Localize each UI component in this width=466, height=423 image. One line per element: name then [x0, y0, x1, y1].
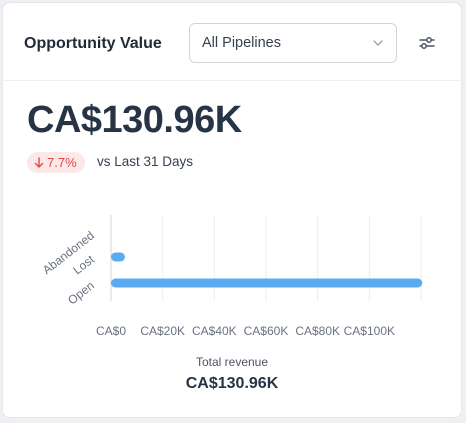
- chart-bars: [111, 252, 423, 288]
- pipeline-select[interactable]: All Pipelines: [189, 23, 397, 63]
- bar-lost: [111, 252, 125, 262]
- chevron-down-icon: [373, 40, 383, 46]
- x-tick-label: CA$80K: [295, 324, 340, 338]
- arrow-down-icon: [34, 156, 44, 168]
- chart-x-ticks: CA$0 CA$20K CA$40K CA$60K CA$80K CA$100K: [96, 324, 395, 338]
- sliders-icon[interactable]: [417, 33, 437, 53]
- card-title: Opportunity Value: [24, 35, 162, 52]
- x-tick-label: CA$40K: [192, 324, 237, 338]
- pipeline-select-value: All Pipelines: [202, 35, 281, 51]
- x-tick-label: CA$60K: [244, 324, 289, 338]
- opportunity-total-value: CA$130.96K: [27, 99, 242, 141]
- category-label-open: Open: [65, 278, 97, 307]
- x-tick-label: CA$0: [96, 324, 126, 338]
- x-tick-label: CA$100K: [344, 324, 395, 338]
- card-header: Opportunity Value All Pipelines: [3, 3, 461, 81]
- opportunity-value-card: Opportunity Value All Pipelines CA$130.9…: [2, 2, 462, 418]
- x-axis-label: Total revenue: [195, 355, 269, 369]
- bar-open: [111, 278, 423, 288]
- chart-grid: [110, 215, 422, 301]
- trend-percentage: 7.7%: [47, 155, 77, 170]
- comparison-period: vs Last 31 Days: [97, 154, 194, 169]
- x-tick-label: CA$20K: [140, 324, 185, 338]
- trend-badge: 7.7%: [27, 152, 85, 173]
- total-revenue-value: CA$130.96K: [185, 375, 279, 392]
